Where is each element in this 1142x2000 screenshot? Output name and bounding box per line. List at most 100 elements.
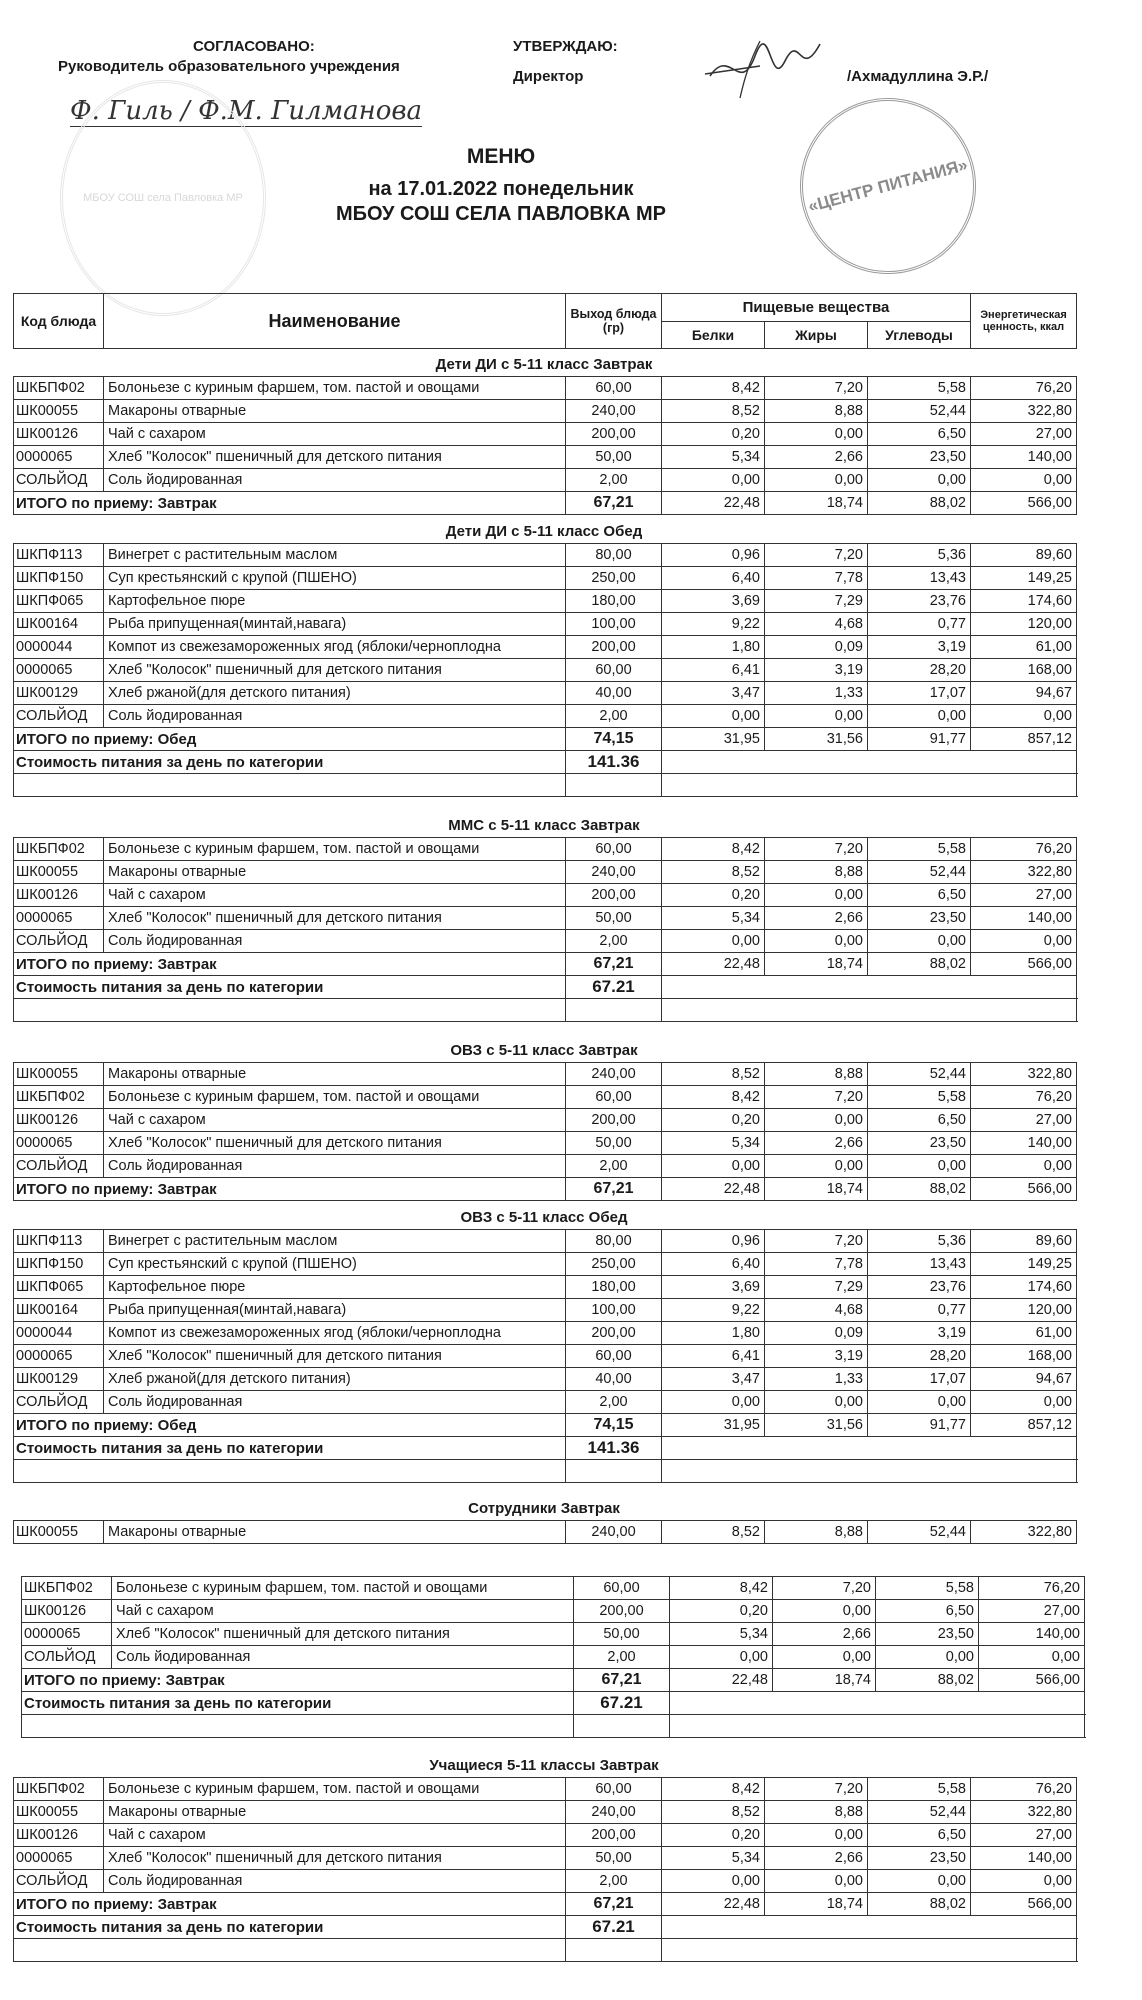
dish-energy: 120,00 [970, 1298, 1077, 1322]
dish-name: Хлеб "Колосок" пшеничный для детского пи… [103, 658, 566, 682]
dish-fat: 7,78 [764, 1252, 868, 1276]
dish-protein: 9,22 [661, 1298, 765, 1322]
table-row: ШКПФ150 Суп крестьянский с крупой (ПШЕНО)… [13, 566, 1077, 590]
dish-protein: 3,69 [661, 1275, 765, 1299]
table-row: ШК00129 Хлеб ржаной(для детского питания)… [13, 681, 1077, 705]
empty-cell [13, 1938, 566, 1962]
total-value: 31,56 [764, 1413, 868, 1437]
dish-yield: 50,00 [565, 445, 662, 469]
dish-fat: 0,00 [772, 1645, 876, 1669]
dish-energy: 94,67 [970, 1367, 1077, 1391]
dish-protein: 0,20 [669, 1599, 773, 1623]
table-row: 0000044 Компот из свежезамороженных ягод … [13, 1321, 1077, 1345]
total-value: 22,48 [661, 1892, 765, 1916]
menu-section: ОВЗ с 5-11 класс Обед ШКПФ113 Винегрет с р… [13, 1206, 1077, 1483]
total-row: ИТОГО по приему: Завтрак 67,21 22,48 18,74 8… [21, 1668, 1085, 1692]
dish-fat: 2,66 [764, 1131, 868, 1155]
cost-row: Стоимость питания за день по категории 14… [13, 1436, 1077, 1460]
dish-energy: 168,00 [970, 658, 1077, 682]
dish-protein: 5,34 [661, 1846, 765, 1870]
dish-yield: 250,00 [565, 1252, 662, 1276]
total-value: 67,21 [565, 1892, 662, 1916]
table-row: 0000065 Хлеб "Колосок" пшеничный для детс… [13, 1846, 1077, 1870]
dish-protein: 5,34 [661, 906, 765, 930]
dish-yield: 200,00 [565, 1823, 662, 1847]
table-row: СОЛЬЙОД Соль йодированная 2,00 0,00 0,00 0,00… [13, 704, 1077, 728]
dish-carbs: 52,44 [867, 1062, 971, 1086]
section-title: Дети ДИ с 5-11 класс Обед [445, 523, 643, 540]
empty-cell [565, 1459, 662, 1483]
total-value: 22,48 [669, 1668, 773, 1692]
dish-protein: 0,96 [661, 543, 765, 567]
dish-name: Чай с сахаром [103, 1108, 566, 1132]
dish-code: ШКБПФ02 [13, 1777, 104, 1801]
dish-fat: 0,00 [764, 883, 868, 907]
dish-name: Хлеб ржаной(для детского питания) [103, 1367, 566, 1391]
empty-cell [573, 1714, 670, 1738]
dish-fat: 7,29 [764, 589, 868, 613]
date-line: на 17.01.2022 понедельник [368, 178, 634, 200]
total-value: 88,02 [875, 1668, 979, 1692]
dish-fat: 0,09 [764, 1321, 868, 1345]
empty-cell [13, 1459, 566, 1483]
cost-row: Стоимость питания за день по категории 14… [13, 750, 1077, 774]
total-label: ИТОГО по приему: Завтрак [13, 1177, 566, 1201]
dish-yield: 180,00 [565, 1275, 662, 1299]
dish-name: Компот из свежезамороженных ягод (яблоки… [103, 1321, 566, 1345]
dish-carbs: 13,43 [867, 566, 971, 590]
total-value: 566,00 [970, 952, 1077, 976]
dish-energy: 61,00 [970, 1321, 1077, 1345]
dish-carbs: 5,58 [867, 1085, 971, 1109]
total-row: ИТОГО по приему: Завтрак 67,21 22,48 18,74 8… [13, 952, 1077, 976]
table-row: СОЛЬЙОД Соль йодированная 2,00 0,00 0,00 0,00… [13, 1390, 1077, 1414]
dish-carbs: 0,77 [867, 1298, 971, 1322]
dish-code: ШК00055 [13, 860, 104, 884]
dish-code: 0000065 [13, 1131, 104, 1155]
table-row: 0000065 Хлеб "Колосок" пшеничный для детс… [13, 1344, 1077, 1368]
dish-code: ШК00055 [13, 1520, 104, 1544]
dish-fat: 0,09 [764, 635, 868, 659]
dish-yield: 240,00 [565, 860, 662, 884]
dish-carbs: 6,50 [867, 1823, 971, 1847]
dish-carbs: 0,77 [867, 612, 971, 636]
dish-energy: 94,67 [970, 681, 1077, 705]
dish-fat: 7,78 [764, 566, 868, 590]
table-row: ШК00164 Рыба припущенная(минтай,навага) 10… [13, 612, 1077, 636]
dish-name: Картофельное пюре [103, 1275, 566, 1299]
dish-energy: 120,00 [970, 612, 1077, 636]
total-value: 22,48 [661, 1177, 765, 1201]
dish-protein: 0,00 [669, 1645, 773, 1669]
dish-energy: 322,80 [970, 1520, 1077, 1544]
agreed-role: Руководитель образовательного учреждения [58, 58, 400, 75]
dish-carbs: 28,20 [867, 658, 971, 682]
total-value: 566,00 [970, 1177, 1077, 1201]
table-row: 0000065 Хлеб "Колосок" пшеничный для детс… [13, 445, 1077, 469]
dish-carbs: 6,50 [867, 883, 971, 907]
table-row: ШКПФ150 Суп крестьянский с крупой (ПШЕНО)… [13, 1252, 1077, 1276]
dish-energy: 76,20 [970, 1085, 1077, 1109]
dish-fat: 1,33 [764, 1367, 868, 1391]
dish-energy: 140,00 [978, 1622, 1085, 1646]
empty-cell [13, 773, 566, 797]
dish-protein: 8,52 [661, 1800, 765, 1824]
cost-label: Стоимость питания за день по категории [13, 1915, 566, 1939]
dish-yield: 200,00 [565, 422, 662, 446]
dish-name: Соль йодированная [103, 468, 566, 492]
dish-name: Хлеб "Колосок" пшеничный для детского пи… [111, 1622, 574, 1646]
total-value: 31,95 [661, 1413, 765, 1437]
dish-name: Соль йодированная [111, 1645, 574, 1669]
dish-code: 0000065 [13, 658, 104, 682]
cost-label: Стоимость питания за день по категории [13, 1436, 566, 1460]
dish-code: ШКБПФ02 [13, 837, 104, 861]
dish-carbs: 5,58 [867, 376, 971, 400]
cost-label: Стоимость питания за день по категории [21, 1691, 574, 1715]
total-value: 857,12 [970, 727, 1077, 751]
total-value: 18,74 [764, 1177, 868, 1201]
dish-yield: 60,00 [565, 1085, 662, 1109]
total-value: 857,12 [970, 1413, 1077, 1437]
table-row: ШКПФ113 Винегрет с растительным маслом 80,… [13, 1229, 1077, 1253]
total-value: 22,48 [661, 491, 765, 515]
table-row: 0000065 Хлеб "Колосок" пшеничный для детс… [13, 1131, 1077, 1155]
dish-protein: 6,41 [661, 658, 765, 682]
dish-yield: 60,00 [565, 1777, 662, 1801]
